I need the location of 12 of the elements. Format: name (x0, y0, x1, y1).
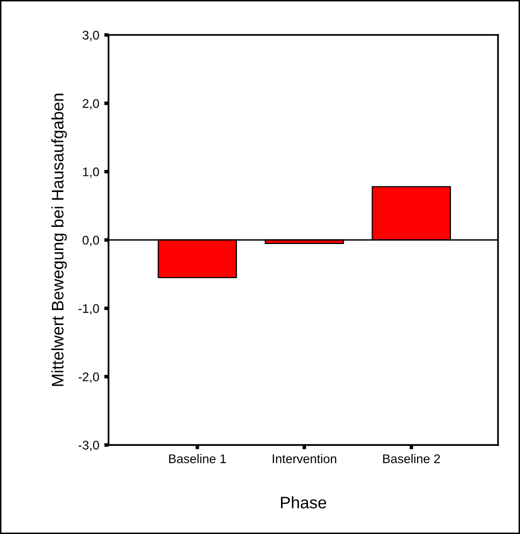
x-tick-label: Baseline 2 (383, 454, 440, 464)
y-tick-label: 1,0 (83, 167, 100, 178)
y-tick-label: -3,0 (78, 440, 100, 452)
x-tick-label: Intervention (272, 454, 336, 464)
y-tick-label: 0,0 (82, 236, 100, 246)
y-tick-label: 3,0 (82, 30, 100, 42)
x-tick-label: Baseline 1 (169, 454, 226, 464)
y-tick-label: -2,0 (78, 372, 100, 383)
y-tick-label: -1,0 (78, 304, 100, 314)
y-axis-title: Mittelwert Bewegung bei Hausaufgaben (51, 94, 67, 386)
y-tick-label: 2,0 (82, 99, 100, 110)
x-axis-title: Phase (281, 496, 326, 508)
